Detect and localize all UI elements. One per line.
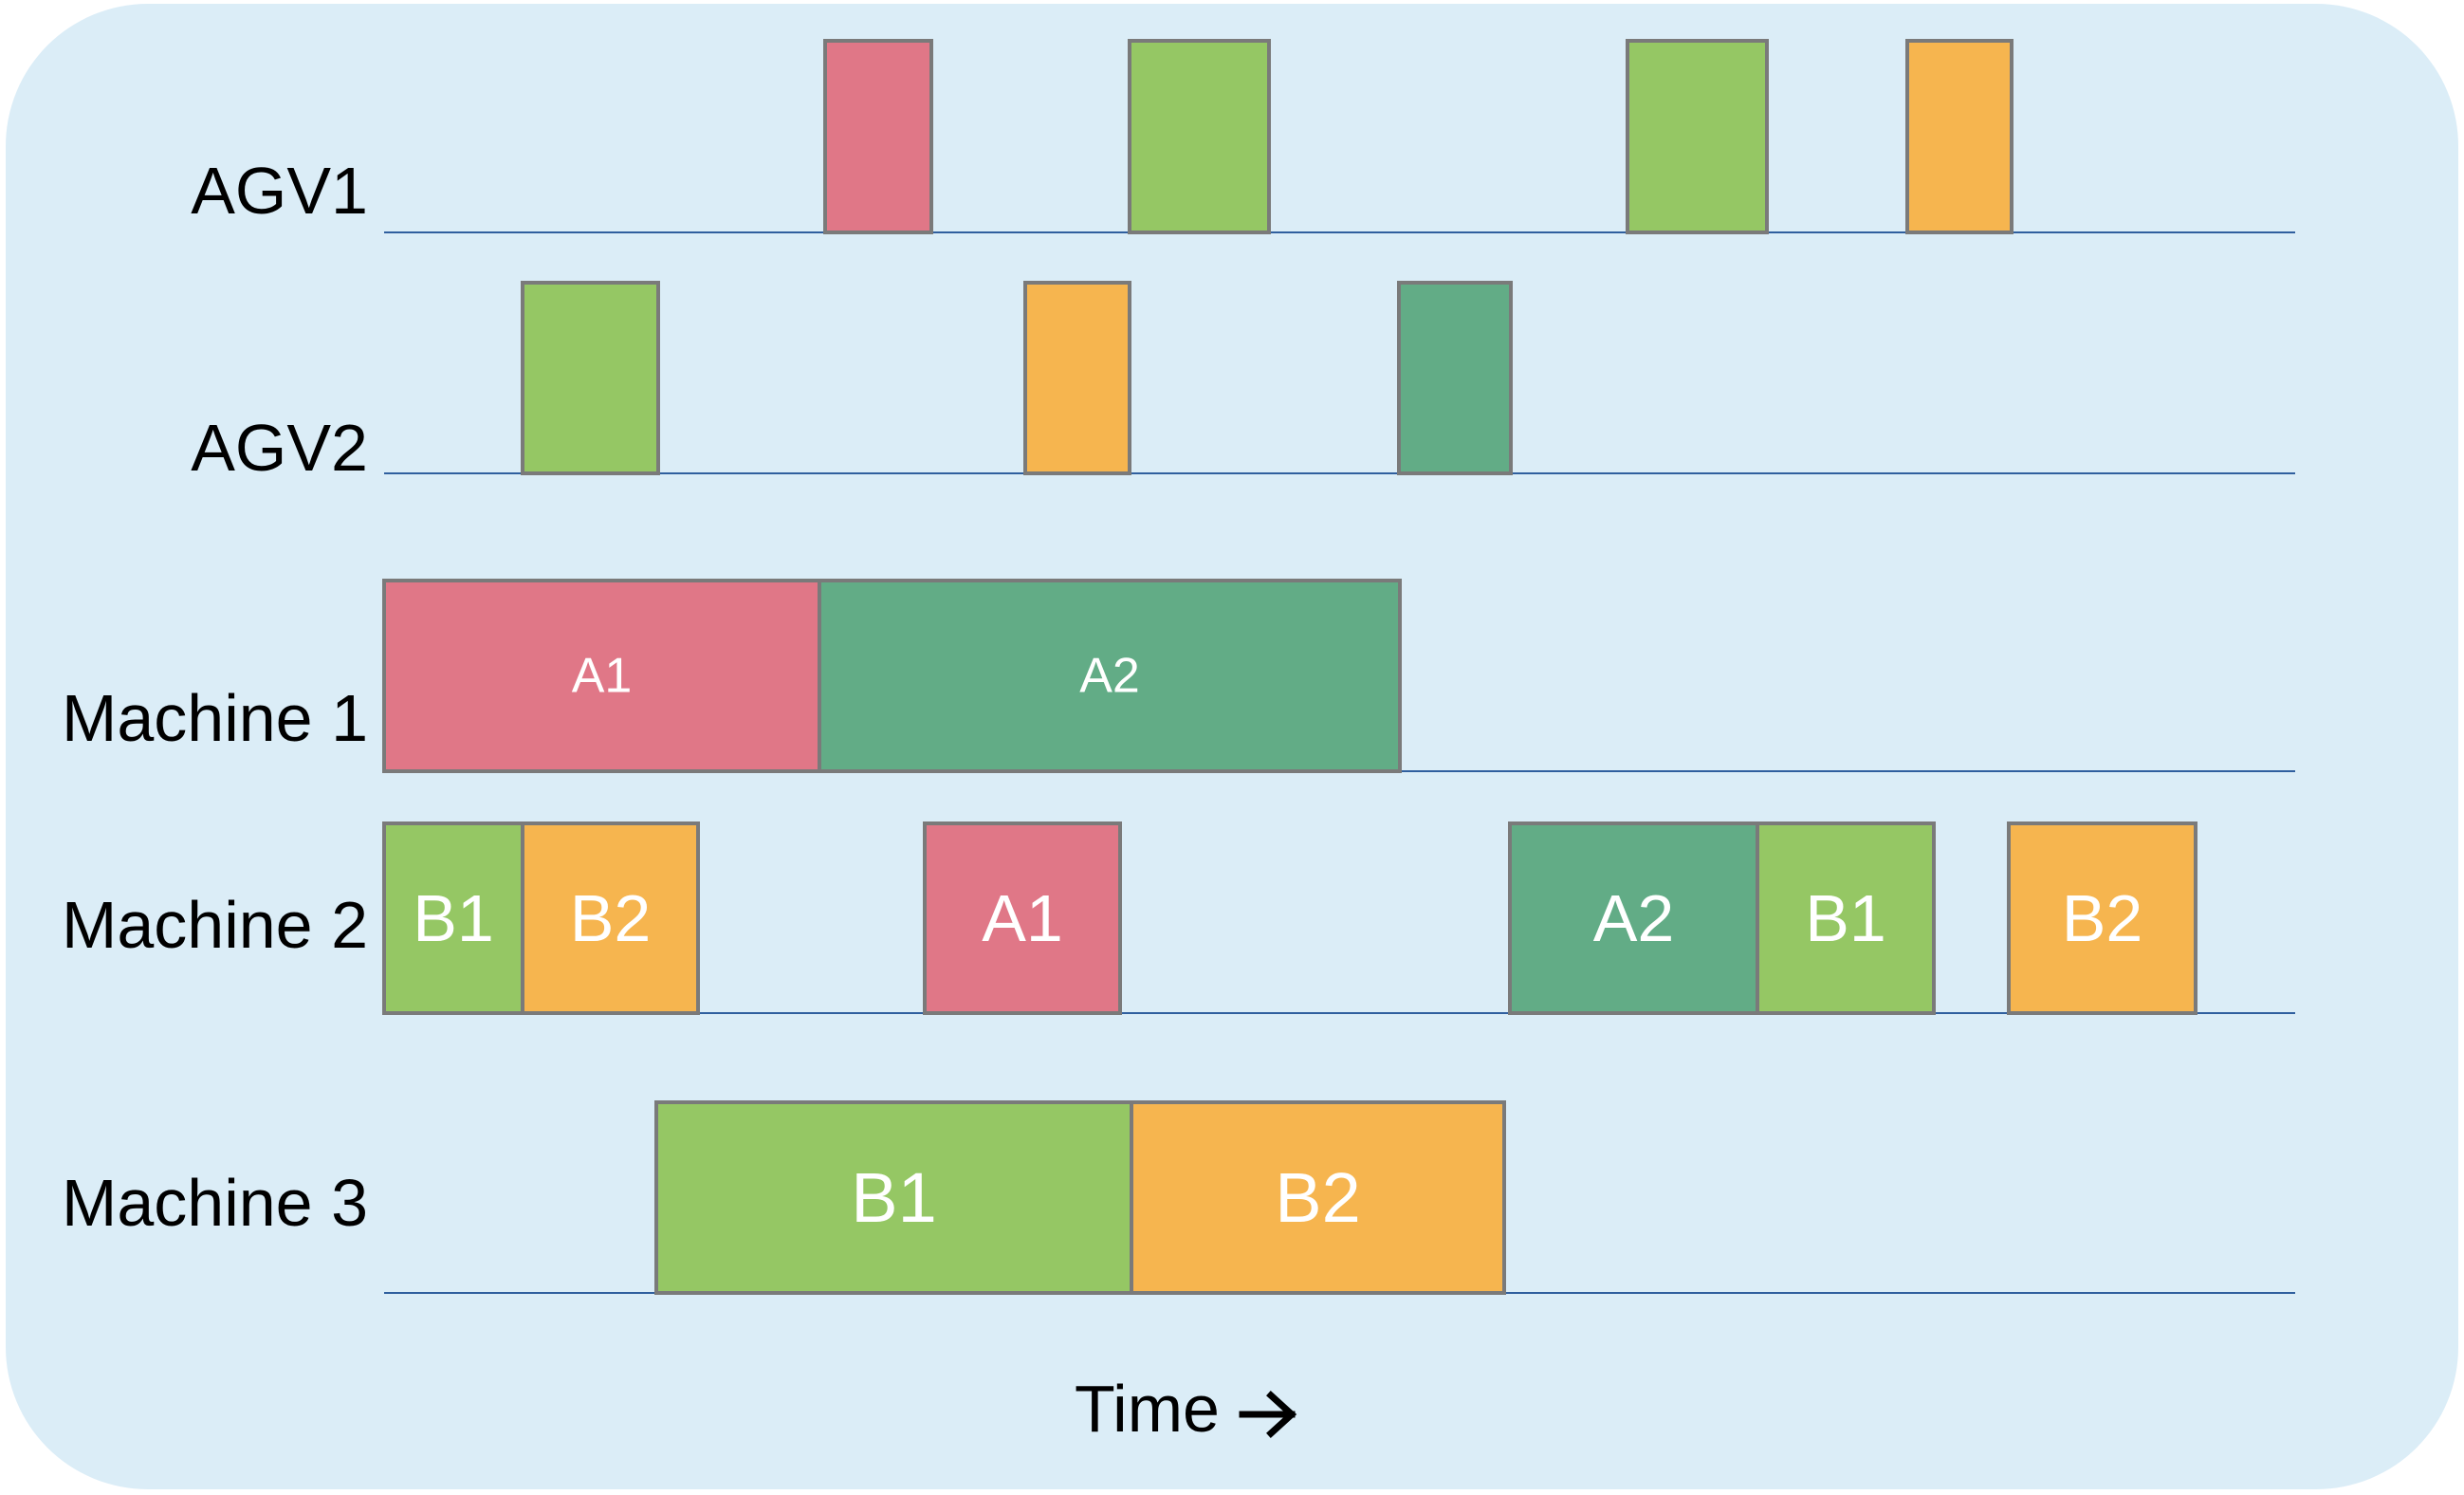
- task-label-machine-2-b2: B2: [2062, 881, 2143, 955]
- task-bar-machine-2-b2: [2007, 821, 2197, 1015]
- task-bar-machine-2-b1: [1756, 821, 1936, 1015]
- right-arrow-icon: [1239, 1390, 1297, 1438]
- task-bar-machine-3-b1: [654, 1100, 1133, 1295]
- task-label-machine-1-a1: A1: [572, 649, 633, 704]
- task-bar-machine-2-b1: [382, 821, 524, 1015]
- task-bar-agv2-a2: [1397, 281, 1513, 475]
- row-label-machine-1: Machine 1: [62, 681, 368, 755]
- task-label-machine-3-b2: B2: [1275, 1158, 1361, 1237]
- task-label-machine-3-b1: B1: [851, 1158, 937, 1237]
- task-bar-agv1-b1: [1626, 39, 1769, 234]
- task-bar-agv1-b2: [1905, 39, 2013, 234]
- task-label-machine-1-a2: A2: [1079, 649, 1140, 704]
- row-label-agv2: AGV2: [191, 411, 368, 485]
- task-bar-agv1-a1: [823, 39, 933, 234]
- task-bar-agv1-b1: [1128, 39, 1271, 234]
- time-axis-label: Time: [1075, 1375, 1297, 1442]
- task-label-machine-2-a1: A1: [982, 881, 1063, 955]
- row-label-machine-3: Machine 3: [62, 1166, 368, 1240]
- row-label-machine-2: Machine 2: [62, 888, 368, 962]
- task-bar-machine-3-b2: [1130, 1100, 1506, 1295]
- task-label-machine-2-b2: B2: [570, 881, 652, 955]
- task-bar-machine-2-a2: [1508, 821, 1759, 1015]
- time-axis-text: Time: [1075, 1372, 1220, 1446]
- task-label-machine-2-b1: B1: [1805, 881, 1886, 955]
- task-bar-agv2-b2: [1023, 281, 1131, 475]
- task-bar-machine-2-b2: [521, 821, 700, 1015]
- row-label-agv1: AGV1: [191, 154, 368, 228]
- task-label-machine-2-a2: A2: [1593, 881, 1675, 955]
- task-label-machine-2-b1: B1: [413, 881, 494, 955]
- task-bar-agv2-b1: [521, 281, 660, 475]
- task-bar-machine-2-a1: [923, 821, 1122, 1015]
- task-bar-machine-1-a2: [818, 579, 1402, 773]
